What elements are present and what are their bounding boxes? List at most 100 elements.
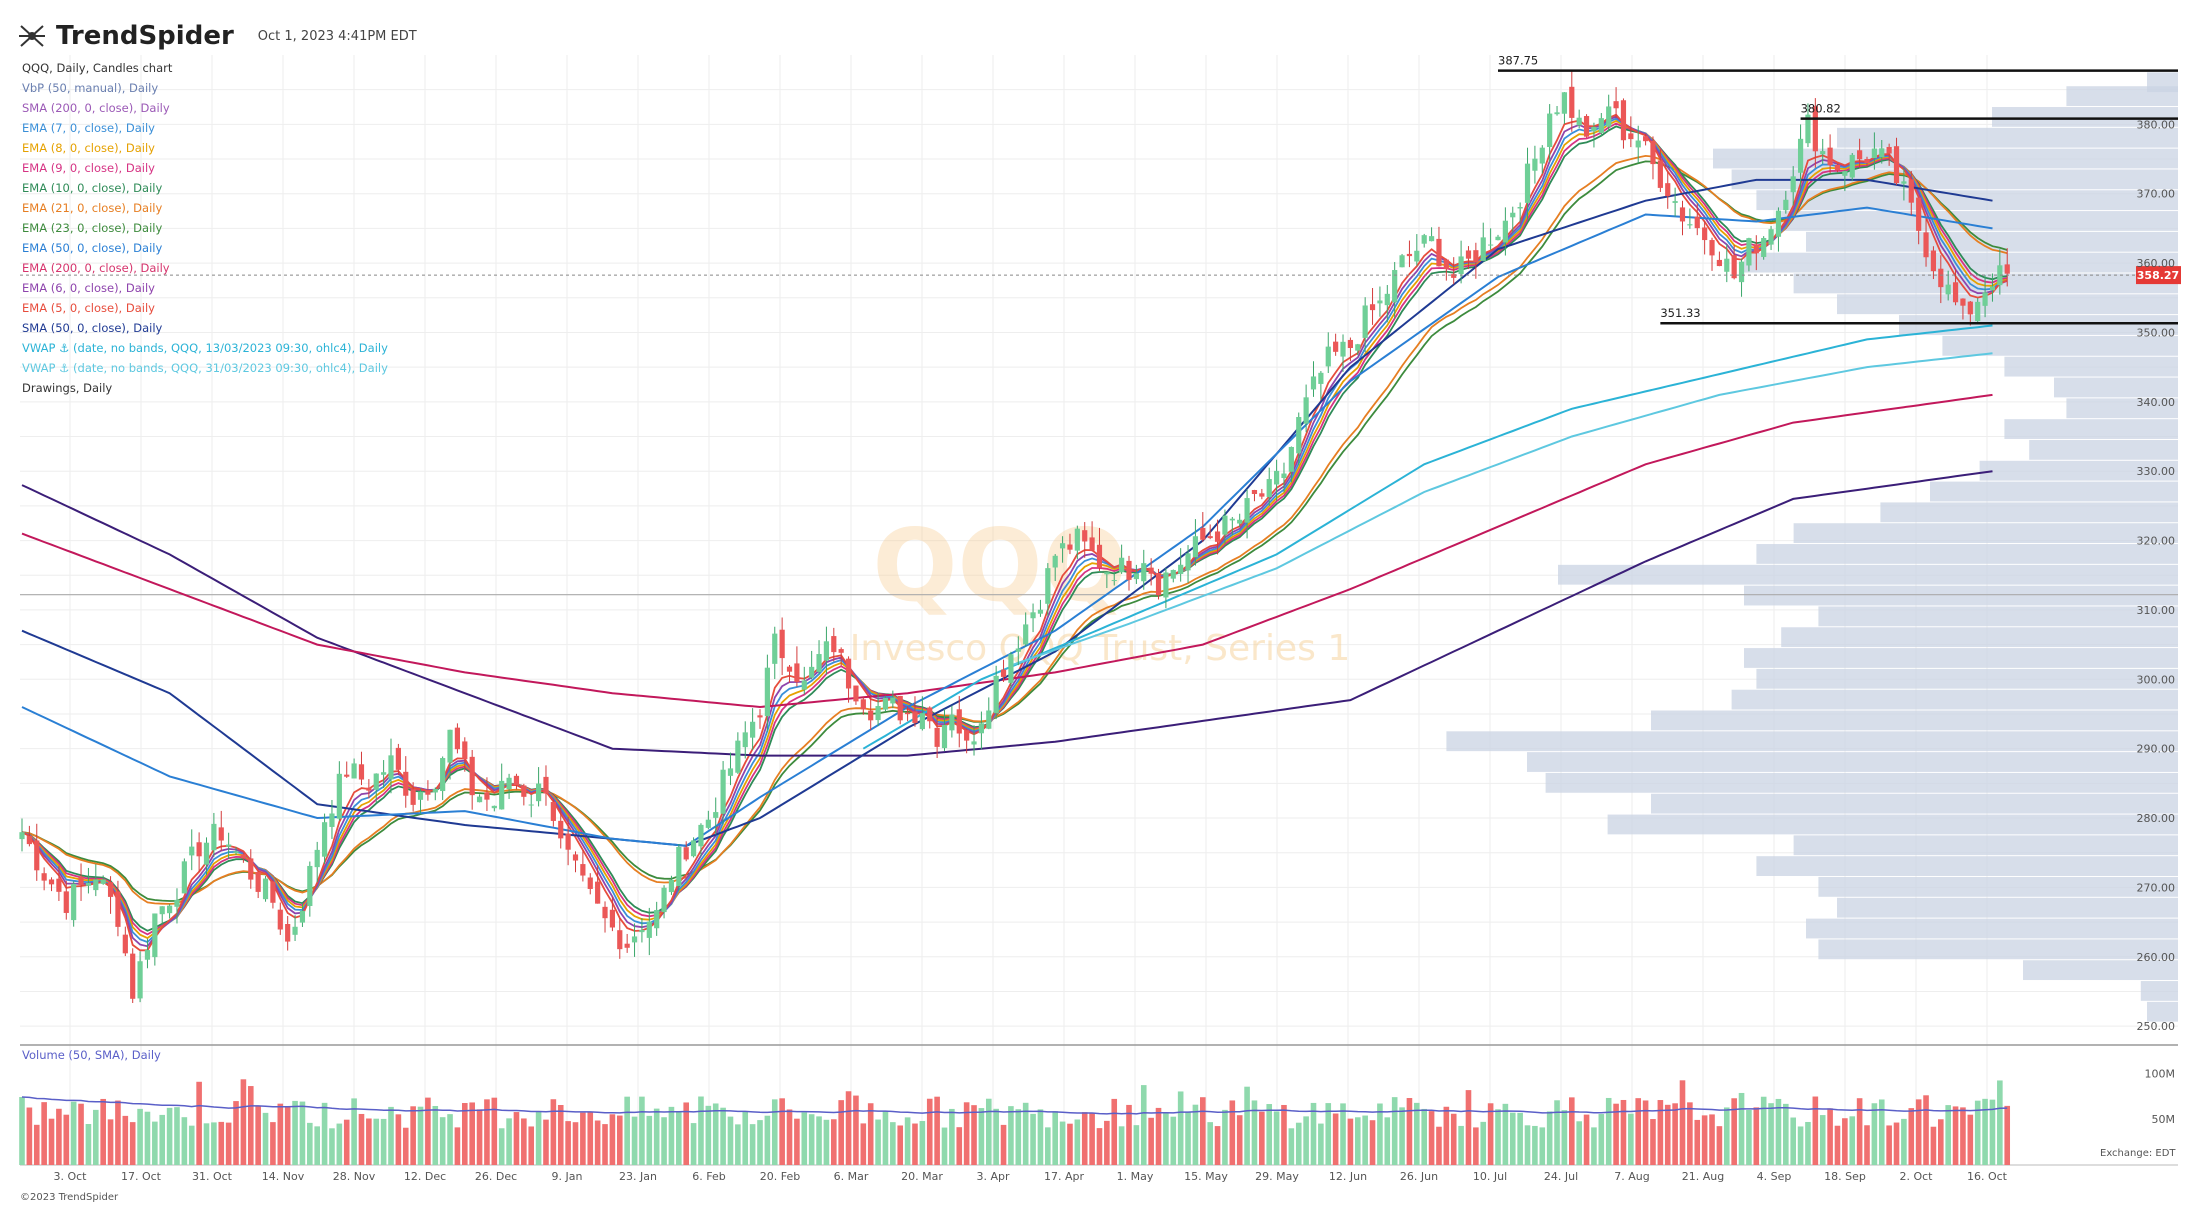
ema-line (21, 119, 2008, 940)
candle-body (26, 836, 32, 845)
legend-item[interactable]: EMA (10, 0, close), Daily (22, 181, 163, 195)
volume-bar (1443, 1106, 1450, 1165)
x-tick-label: 29. May (1255, 1170, 1299, 1183)
volume-bar (63, 1114, 70, 1165)
legend-item[interactable]: SMA (50, 0, close), Daily (22, 321, 163, 335)
volume-bar (565, 1121, 571, 1165)
candle-body (373, 773, 379, 790)
volume-bar (727, 1116, 734, 1165)
legend-item[interactable]: QQQ, Daily, Candles chart (22, 61, 173, 75)
volume-bar (1893, 1122, 1900, 1165)
candle-body (336, 773, 342, 819)
candle-body (1377, 300, 1383, 304)
legend-item[interactable]: EMA (8, 0, close), Daily (22, 141, 155, 155)
moving-average-line (21, 178, 1993, 847)
volume-bar (1650, 1119, 1656, 1165)
volume-bar (1045, 1127, 1051, 1165)
vbp-bar (2029, 439, 2178, 460)
volume-bar (831, 1119, 837, 1165)
volume-bar (580, 1112, 586, 1165)
legend-item[interactable]: EMA (50, 0, close), Daily (22, 241, 163, 255)
volume-bar (1384, 1117, 1391, 1165)
volume-bar (1473, 1127, 1479, 1165)
vbp-bar (1781, 211, 2178, 231)
volume-bar (1738, 1092, 1745, 1165)
volume-bar (1369, 1120, 1376, 1165)
candle-body (1790, 176, 1796, 193)
legend-item[interactable]: SMA (200, 0, close), Daily (22, 101, 170, 115)
legend-item[interactable]: Drawings, Daily (22, 381, 113, 395)
legend-item[interactable]: EMA (200, 0, close), Daily (22, 261, 170, 275)
legend-item[interactable]: EMA (9, 0, close), Daily (22, 161, 155, 175)
volume-bar (1679, 1080, 1686, 1165)
vbp-bar (1806, 918, 2178, 939)
volume-bar (1030, 1113, 1036, 1165)
volume-bar (1908, 1108, 1915, 1165)
vbp-bar (2066, 86, 2178, 107)
x-tick-label: 2. Oct (1899, 1170, 1933, 1183)
candle-body (1650, 140, 1656, 165)
volume-bar (1325, 1103, 1332, 1165)
vbp-bar (1744, 252, 2178, 273)
candle-body (491, 805, 497, 809)
vbp-bar (1793, 523, 2178, 544)
candle-body (624, 943, 630, 948)
legend-item[interactable]: VbP (50, manual), Daily (22, 81, 159, 95)
legend-item[interactable]: EMA (6, 0, close), Daily (22, 281, 155, 295)
legend-item[interactable]: EMA (23, 0, close), Daily (22, 221, 163, 235)
candle-body (580, 864, 586, 876)
candle-body (1738, 261, 1745, 283)
volume-bar (1303, 1116, 1309, 1165)
candle-body (1724, 258, 1730, 272)
volume-bar (735, 1124, 741, 1165)
x-tick-label: 6. Feb (692, 1170, 725, 1183)
y-tick-label: 290.00 (2137, 743, 2176, 756)
x-tick-label: 3. Apr (976, 1170, 1009, 1183)
volume-bar (1753, 1107, 1760, 1165)
candle-body (1797, 138, 1804, 173)
candle-body (1709, 240, 1715, 256)
volume-bar (1938, 1119, 1944, 1165)
vbp-bar (1744, 585, 2178, 606)
volume-bar (1163, 1112, 1169, 1165)
volume-bar (152, 1121, 158, 1165)
volume-bar (491, 1097, 498, 1165)
legend-item[interactable]: EMA (5, 0, close), Daily (22, 301, 155, 315)
candle-body (1414, 250, 1420, 262)
volume-bar (1930, 1126, 1937, 1165)
ema-line (21, 122, 2008, 936)
volume-bar (1214, 1126, 1221, 1165)
volume-bar (462, 1103, 468, 1165)
y-tick-label: 340.00 (2137, 396, 2176, 409)
volume-bar (882, 1111, 889, 1165)
legend-item[interactable]: EMA (7, 0, close), Daily (22, 121, 155, 135)
candle-body (1975, 301, 1981, 322)
legend-item[interactable]: VWAP ⚓ (date, no bands, QQQ, 13/03/2023 … (22, 341, 388, 355)
candle-body (1428, 236, 1435, 242)
volume-bar (587, 1112, 594, 1165)
candle-body (1687, 224, 1693, 226)
volume-bar (690, 1123, 697, 1165)
volume-bar (1259, 1111, 1265, 1165)
volume-bar (1399, 1107, 1405, 1165)
x-tick-label: 17. Oct (121, 1170, 162, 1183)
volume-bar (1517, 1112, 1523, 1165)
candle-body (1067, 544, 1073, 550)
volume-bar (1089, 1113, 1095, 1165)
ema-line (21, 115, 2008, 948)
y-tick-label: 370.00 (2137, 188, 2176, 201)
candle-body (93, 879, 99, 891)
volume-bar (1635, 1098, 1642, 1165)
x-tick-label: 18. Sep (1824, 1170, 1866, 1183)
candle-body (1347, 339, 1353, 348)
candle-body (794, 663, 800, 682)
candle-body (1192, 536, 1199, 558)
candle-body (1702, 227, 1708, 241)
candle-body (159, 906, 165, 915)
legend-item[interactable]: EMA (21, 0, close), Daily (22, 201, 163, 215)
candle-body (934, 727, 940, 747)
legend-item[interactable]: VWAP ⚓ (date, no bands, QQQ, 31/03/2023 … (22, 361, 388, 375)
x-tick-label: 16. Oct (1967, 1170, 2008, 1183)
candle-body (897, 695, 903, 721)
